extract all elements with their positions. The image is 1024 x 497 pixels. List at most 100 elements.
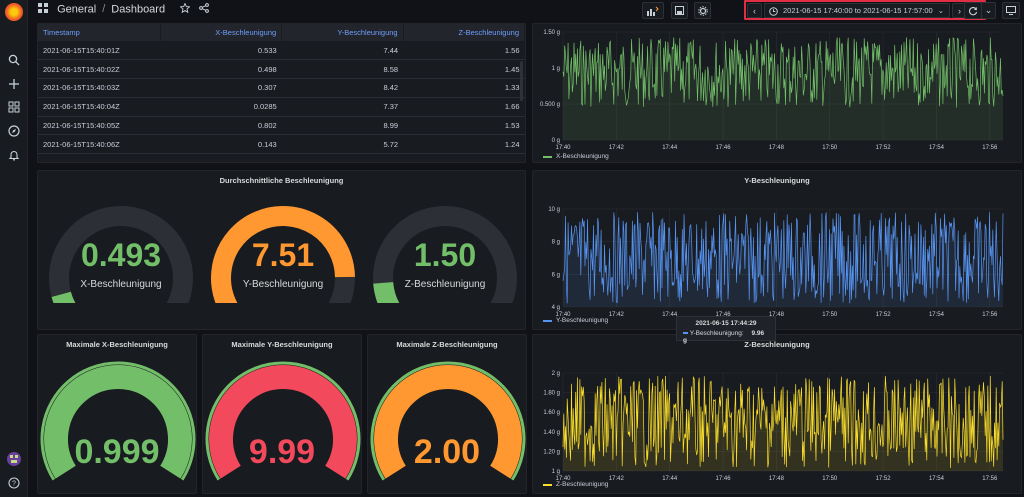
time-series-chart[interactable]: 2 g 1.80 g 1.60 g 1.40 g 1.20 g 1 g17:40 17:42… bbox=[533, 335, 1022, 494]
gauge-label: Z-Beschleunigung bbox=[404, 279, 486, 290]
x-tick-label: 17:48 bbox=[769, 476, 785, 482]
column-header-z[interactable]: Z-Beschleunigung bbox=[403, 24, 525, 41]
table-cell: 0.307 bbox=[160, 78, 282, 98]
series-area bbox=[563, 37, 1003, 140]
x-tick-label: 17:46 bbox=[716, 476, 732, 482]
time-series-chart[interactable]: 10 g 8 g 6 g 4 g17:40 17:42 17:44 17:46 17:48 17… bbox=[533, 171, 1022, 330]
x-tick-label: 17:42 bbox=[609, 476, 625, 482]
time-range-picker-highlight: ‹ 2021-06-15 17:40:00 to 2021-06-15 17:5… bbox=[744, 0, 986, 20]
add-panel-button[interactable] bbox=[642, 2, 664, 19]
gauge-x-average: 0.493 X-Beschleunigung bbox=[46, 203, 196, 329]
gauge-value: 1.50 bbox=[413, 237, 477, 273]
table-cell: 8.99 bbox=[281, 116, 404, 136]
table-cell: 2021-06-15T15:40:02Z bbox=[38, 59, 161, 80]
panel-title[interactable]: Z-Beschleunigung bbox=[744, 340, 810, 349]
panel-title[interactable]: Maximale Z-Beschleunigung bbox=[396, 340, 498, 349]
graph-legend[interactable]: X-Beschleunigung bbox=[543, 153, 609, 160]
table-cell: 0.533 bbox=[160, 41, 282, 61]
panel-title[interactable]: Maximale X-Beschleunigung bbox=[66, 340, 168, 349]
graph-legend[interactable]: Z-Beschleunigung bbox=[543, 481, 608, 488]
panel-title[interactable]: Y-Beschleunigung bbox=[744, 176, 810, 185]
table-cell: 0.0285 bbox=[160, 97, 282, 117]
y-tick-label: 10 g bbox=[548, 207, 560, 213]
table-row: 2021-06-15T15:40:04Z 0.0285 7.37 1.66 bbox=[38, 97, 525, 117]
gauge-fill bbox=[211, 206, 355, 329]
graph-legend[interactable]: Y-Beschleunigung bbox=[543, 317, 608, 324]
tv-mode-button[interactable] bbox=[1002, 2, 1020, 19]
series-line bbox=[562, 375, 1004, 468]
breadcrumb-separator: / bbox=[102, 3, 106, 16]
gauge-track bbox=[373, 206, 517, 329]
y-tick-label: 1 g bbox=[552, 66, 560, 72]
chevron-down-icon: ⌄ bbox=[937, 6, 944, 15]
explore-compass-icon[interactable] bbox=[6, 123, 22, 139]
x-tick-label: 17:54 bbox=[929, 476, 945, 482]
search-icon[interactable] bbox=[6, 52, 22, 68]
time-shift-back-button[interactable]: ‹ bbox=[747, 3, 762, 18]
breadcrumb-folder[interactable]: General bbox=[57, 3, 97, 16]
time-shift-forward-button[interactable]: › bbox=[952, 3, 967, 18]
table-row: 2021-06-15T15:40:02Z 0.498 8.58 1.45 bbox=[38, 59, 525, 80]
top-navbar: General / Dashboard ‹ 2021-06-15 17:40:00 … bbox=[28, 0, 1024, 22]
x-acceleration-graph-panel: 1.50 g 1 g 0.500 g 0 g 17:40 17:42 17:44 17:46 1… bbox=[532, 23, 1022, 163]
settings-gear-button[interactable] bbox=[694, 2, 711, 19]
user-avatar[interactable] bbox=[6, 451, 22, 467]
y-tick-label: 0 g bbox=[552, 138, 560, 144]
time-range-label: 2021-06-15 17:40:00 to 2021-06-15 17:57:… bbox=[783, 6, 933, 15]
y-tick-label: 8 g bbox=[552, 240, 560, 246]
table-cell: 2021-06-15T15:40:04Z bbox=[38, 97, 161, 117]
gauge-fill bbox=[374, 365, 522, 479]
column-header-x[interactable]: X-Beschleunigung bbox=[160, 24, 283, 41]
table-cell: 1.33 bbox=[403, 78, 525, 98]
x-tick-label: 17:56 bbox=[982, 312, 998, 318]
gauge-threshold-ring bbox=[205, 361, 361, 481]
x-tick-label: 17:44 bbox=[662, 145, 678, 151]
table-cell: 0.498 bbox=[160, 59, 282, 80]
save-dashboard-button[interactable] bbox=[671, 2, 688, 19]
time-range-picker[interactable]: 2021-06-15 17:40:00 to 2021-06-15 17:57:… bbox=[764, 3, 950, 18]
legend-label: Y-Beschleunigung bbox=[556, 317, 609, 324]
gauge-fill bbox=[209, 365, 357, 479]
refresh-interval-dropdown[interactable]: ⌄ bbox=[981, 2, 996, 19]
x-tick-label: 17:52 bbox=[876, 476, 892, 482]
plus-icon[interactable] bbox=[6, 76, 22, 92]
y-tick-label: 1 g bbox=[552, 469, 560, 475]
gauge-arc bbox=[40, 361, 196, 481]
x-tick-label: 17:44 bbox=[662, 476, 678, 482]
graph-tooltip: 2021-06-15 17:44:29 Y-Beschleunigung: 9.… bbox=[676, 316, 776, 344]
panel-title[interactable]: Maximale Y-Beschleunigung bbox=[231, 340, 333, 349]
series-line bbox=[562, 212, 1004, 304]
help-icon[interactable]: ? bbox=[6, 475, 22, 491]
y-tick-label: 1.50 g bbox=[543, 30, 560, 36]
gauge-arc bbox=[205, 361, 361, 481]
time-series-chart[interactable]: 1.50 g 1 g 0.500 g 0 g17:40 17:42 17:44 17:46 1… bbox=[533, 24, 1022, 163]
column-header-timestamp[interactable]: Timestamp bbox=[38, 24, 161, 41]
dashboards-icon[interactable] bbox=[6, 99, 22, 115]
y-tick-label: 4 g bbox=[552, 305, 560, 311]
table-cell: 8.58 bbox=[281, 59, 404, 80]
panel-title[interactable]: Durchschnittliche Beschleunigung bbox=[219, 176, 344, 185]
y-tick-label: 1.60 g bbox=[543, 410, 560, 416]
grafana-logo-icon[interactable] bbox=[5, 3, 23, 21]
column-header-y[interactable]: Y-Beschleunigung bbox=[281, 24, 404, 41]
y-tick-label: 0.500 g bbox=[540, 102, 560, 108]
legend-swatch bbox=[543, 155, 552, 158]
share-icon[interactable] bbox=[199, 3, 210, 16]
breadcrumb-dashboard[interactable]: Dashboard bbox=[111, 3, 166, 16]
table-row: 2021-06-15T15:40:05Z 0.802 8.99 1.53 bbox=[38, 116, 525, 136]
x-tick-label: 17:56 bbox=[982, 145, 998, 151]
legend-label: Z-Beschleunigung bbox=[556, 481, 609, 488]
x-tick-label: 17:46 bbox=[716, 145, 732, 151]
x-tick-label: 17:40 bbox=[555, 145, 571, 151]
star-icon[interactable] bbox=[179, 2, 191, 16]
table-cell: 5.72 bbox=[281, 134, 404, 155]
table-cell: 7.44 bbox=[281, 41, 404, 61]
x-tick-label: 17:50 bbox=[822, 145, 838, 151]
tooltip-time: 2021-06-15 17:44:29 bbox=[695, 320, 757, 327]
table-scrollbar[interactable] bbox=[520, 61, 523, 101]
refresh-button[interactable] bbox=[964, 2, 982, 19]
tooltip-value: 9.96 g bbox=[683, 330, 765, 344]
z-acceleration-graph-panel: Z-Beschleunigung 2 g 1.80 g 1.60 g 1.40 g 1.… bbox=[532, 334, 1022, 494]
table-cell: 0.143 bbox=[160, 134, 282, 155]
alerting-bell-icon[interactable] bbox=[6, 147, 22, 163]
